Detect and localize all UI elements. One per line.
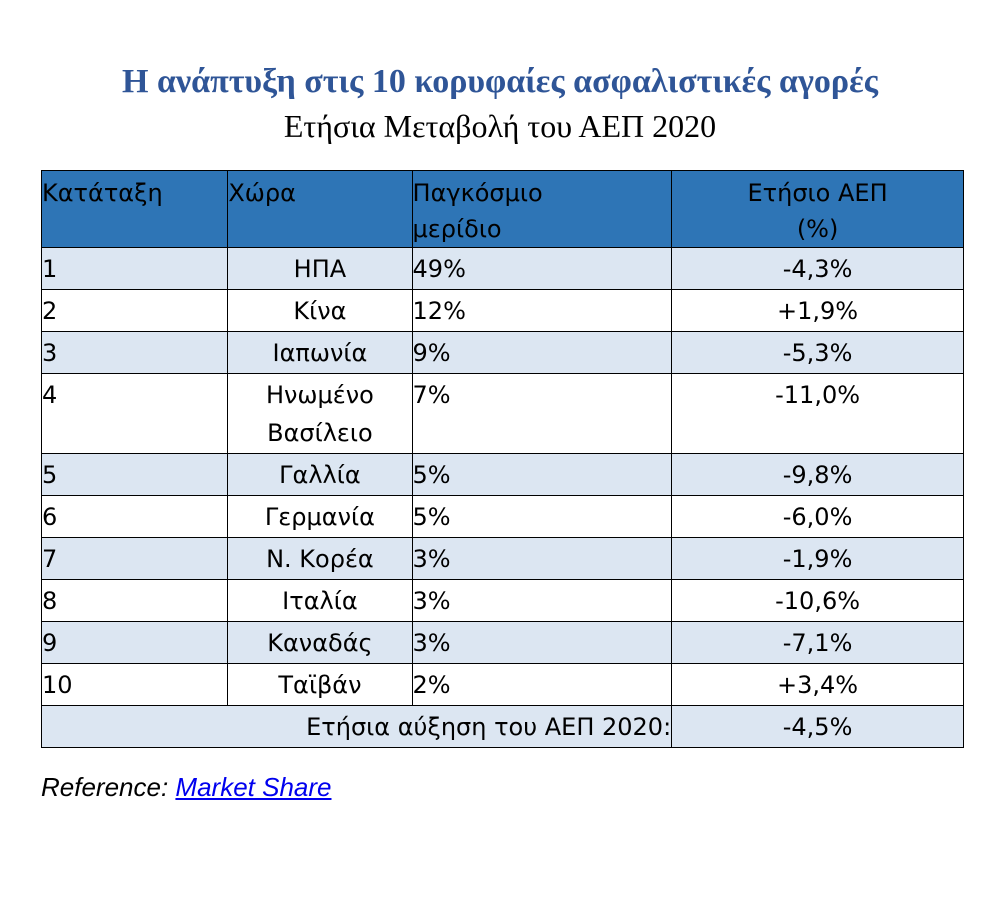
- share-cell: 12%: [411, 289, 673, 332]
- country-cell: Ιταλία: [227, 579, 413, 622]
- country-cell: Κίνα: [227, 289, 413, 332]
- rank-cell: 10: [40, 663, 229, 706]
- reference-line: Reference: Market Share: [41, 770, 332, 804]
- table-row: 10 Ταϊβάν 2% +3,4%: [40, 663, 964, 706]
- page-subtitle: Ετήσια Μεταβολή του ΑΕΠ 2020: [283, 108, 717, 144]
- country-cell: Γαλλία: [227, 453, 413, 496]
- table-row: 1 ΗΠΑ 49% -4,3%: [40, 247, 964, 290]
- country-line2: Βασίλειο: [267, 419, 373, 447]
- gdp-table: Κατάταξη Χώρα Παγκόσμιο μερίδιο Ετήσιο ΑΕ…: [40, 170, 964, 748]
- share-cell: 3%: [411, 621, 673, 664]
- rank-cell: 6: [40, 495, 229, 538]
- table-header-row: Κατάταξη Χώρα Παγκόσμιο μερίδιο Ετήσιο ΑΕ…: [40, 170, 964, 248]
- header-gdp: Ετήσιο ΑΕΠ (%): [671, 170, 964, 248]
- header-share-line2: μερίδιο: [412, 215, 502, 243]
- market-share-link[interactable]: Market Share: [175, 772, 332, 802]
- header-rank: Κατάταξη: [40, 170, 229, 248]
- share-cell: 49%: [411, 247, 673, 290]
- table-row: 3 Ιαπωνία 9% -5,3%: [40, 331, 964, 374]
- rank-cell: 1: [40, 247, 229, 290]
- header-gdp-line1: Ετήσιο ΑΕΠ: [747, 179, 888, 207]
- table-row: 2 Κίνα 12% +1,9%: [40, 289, 964, 332]
- table-row: 8 Ιταλία 3% -10,6%: [40, 579, 964, 622]
- table-row: 9 Καναδάς 3% -7,1%: [40, 621, 964, 664]
- rank-cell: 9: [40, 621, 229, 664]
- gdp-cell: +1,9%: [671, 289, 964, 332]
- gdp-cell: -4,3%: [671, 247, 964, 290]
- gdp-cell: -1,9%: [671, 537, 964, 580]
- table-row: 5 Γαλλία 5% -9,8%: [40, 453, 964, 496]
- rank-cell: 7: [40, 537, 229, 580]
- gdp-cell: -9,8%: [671, 453, 964, 496]
- country-cell: Καναδάς: [227, 621, 413, 664]
- share-cell: 3%: [411, 579, 673, 622]
- country-cell: Ιαπωνία: [227, 331, 413, 374]
- rank-cell: 8: [40, 579, 229, 622]
- table-row: 7 Ν. Κορέα 3% -1,9%: [40, 537, 964, 580]
- country-line1: Ηνωμένο: [265, 381, 374, 409]
- page-title: Η ανάπτυξη στις 10 κορυφαίες ασφαλιστικέ…: [122, 63, 878, 100]
- country-cell: Ταϊβάν: [227, 663, 413, 706]
- table-row: 6 Γερμανία 5% -6,0%: [40, 495, 964, 538]
- rank-cell: 5: [40, 453, 229, 496]
- country-cell: Ηνωμένο Βασίλειο: [227, 373, 413, 454]
- table-row: 4 Ηνωμένο Βασίλειο 7% -11,0%: [40, 373, 964, 454]
- gdp-cell: +3,4%: [671, 663, 964, 706]
- gdp-cell: -5,3%: [671, 331, 964, 374]
- share-cell: 3%: [411, 537, 673, 580]
- share-cell: 5%: [411, 495, 673, 538]
- country-cell: Ν. Κορέα: [227, 537, 413, 580]
- country-cell: Γερμανία: [227, 495, 413, 538]
- rank-cell: 3: [40, 331, 229, 374]
- total-gdp-cell: -4,5%: [671, 705, 964, 748]
- total-label: Ετήσια αύξηση του ΑΕΠ 2020:: [40, 705, 673, 748]
- rank-cell: 4: [40, 373, 229, 454]
- total-row: Ετήσια αύξηση του ΑΕΠ 2020: -4,5%: [40, 705, 964, 748]
- share-cell: 9%: [411, 331, 673, 374]
- gdp-cell: -10,6%: [671, 579, 964, 622]
- gdp-cell: -6,0%: [671, 495, 964, 538]
- share-cell: 2%: [411, 663, 673, 706]
- reference-label: Reference:: [41, 772, 169, 802]
- header-country: Χώρα: [227, 170, 413, 248]
- rank-cell: 2: [40, 289, 229, 332]
- gdp-cell: -7,1%: [671, 621, 964, 664]
- country-cell: ΗΠΑ: [227, 247, 413, 290]
- share-cell: 5%: [411, 453, 673, 496]
- header-share-line1: Παγκόσμιο: [412, 179, 543, 207]
- header-gdp-line2: (%): [796, 215, 839, 243]
- gdp-cell: -11,0%: [671, 373, 964, 454]
- share-cell: 7%: [411, 373, 673, 454]
- header-share: Παγκόσμιο μερίδιο: [411, 170, 673, 248]
